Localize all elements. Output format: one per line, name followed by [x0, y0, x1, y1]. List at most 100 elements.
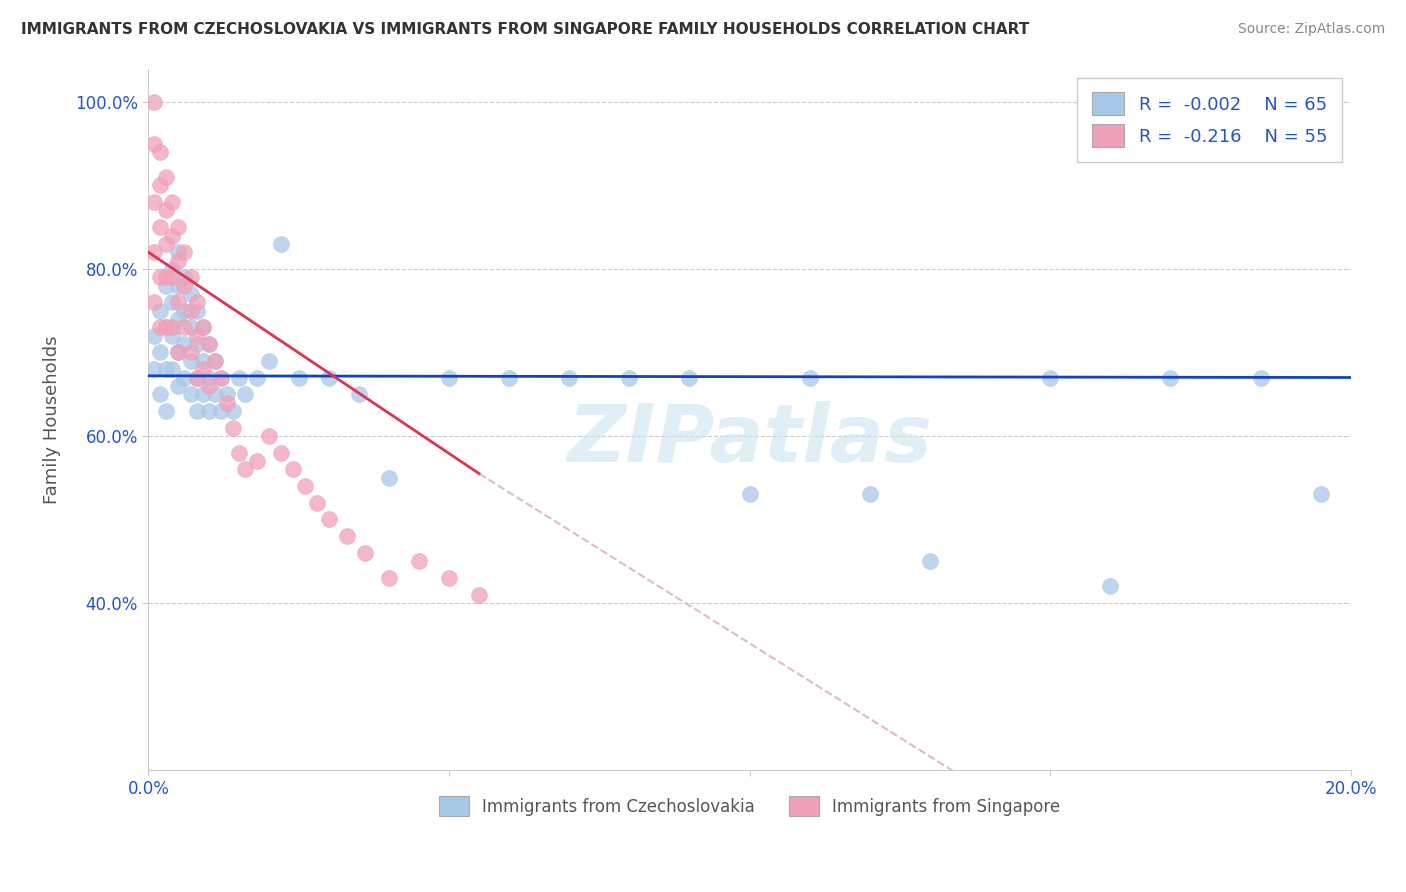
Point — [186, 370, 208, 384]
Point — [287, 370, 309, 384]
Point — [167, 278, 190, 293]
Point — [558, 370, 581, 384]
Point — [173, 303, 195, 318]
Point — [143, 195, 166, 210]
Point — [197, 370, 219, 384]
Point — [162, 362, 184, 376]
Point — [149, 345, 172, 359]
Point — [191, 320, 214, 334]
Point — [167, 345, 190, 359]
Point — [167, 295, 190, 310]
Point — [149, 387, 172, 401]
Point — [281, 462, 304, 476]
Point — [191, 353, 214, 368]
Point — [228, 445, 250, 459]
Point — [191, 320, 214, 334]
Point — [143, 245, 166, 260]
Point — [204, 387, 226, 401]
Point — [437, 571, 460, 585]
Point — [221, 404, 243, 418]
Point — [408, 554, 430, 568]
Point — [191, 362, 214, 376]
Point — [155, 278, 177, 293]
Point — [498, 370, 520, 384]
Point — [1250, 370, 1272, 384]
Point — [305, 496, 328, 510]
Point — [155, 320, 177, 334]
Point — [270, 445, 292, 459]
Point — [437, 370, 460, 384]
Point — [918, 554, 941, 568]
Point — [155, 203, 177, 218]
Point — [215, 395, 238, 409]
Point — [228, 370, 250, 384]
Point — [799, 370, 821, 384]
Point — [347, 387, 370, 401]
Point — [162, 295, 184, 310]
Point — [162, 320, 184, 334]
Point — [155, 236, 177, 251]
Point — [143, 136, 166, 151]
Point — [143, 295, 166, 310]
Point — [336, 529, 359, 543]
Point — [270, 236, 292, 251]
Point — [167, 345, 190, 359]
Point — [162, 270, 184, 285]
Point — [294, 479, 316, 493]
Point — [378, 471, 401, 485]
Point — [678, 370, 700, 384]
Point — [318, 370, 340, 384]
Point — [257, 429, 280, 443]
Point — [173, 320, 195, 334]
Y-axis label: Family Households: Family Households — [44, 335, 60, 503]
Point — [155, 404, 177, 418]
Point — [167, 312, 190, 326]
Point — [173, 245, 195, 260]
Point — [257, 353, 280, 368]
Point — [149, 303, 172, 318]
Text: Source: ZipAtlas.com: Source: ZipAtlas.com — [1237, 22, 1385, 37]
Point — [167, 379, 190, 393]
Point — [155, 362, 177, 376]
Point — [1309, 487, 1331, 501]
Point — [173, 270, 195, 285]
Point — [173, 337, 195, 351]
Point — [738, 487, 761, 501]
Point — [378, 571, 401, 585]
Point — [143, 362, 166, 376]
Point — [173, 370, 195, 384]
Point — [191, 387, 214, 401]
Point — [162, 262, 184, 277]
Point — [318, 512, 340, 526]
Point — [162, 328, 184, 343]
Point — [221, 420, 243, 434]
Point — [186, 295, 208, 310]
Point — [149, 270, 172, 285]
Point — [186, 337, 208, 351]
Point — [143, 95, 166, 109]
Point — [162, 228, 184, 243]
Point — [179, 345, 201, 359]
Point — [353, 546, 375, 560]
Point — [179, 270, 201, 285]
Point — [179, 287, 201, 301]
Legend: Immigrants from Czechoslovakia, Immigrants from Singapore: Immigrants from Czechoslovakia, Immigran… — [430, 788, 1069, 825]
Point — [1159, 370, 1181, 384]
Text: ZIPatlas: ZIPatlas — [567, 401, 932, 479]
Point — [162, 195, 184, 210]
Point — [233, 387, 256, 401]
Point — [204, 353, 226, 368]
Text: IMMIGRANTS FROM CZECHOSLOVAKIA VS IMMIGRANTS FROM SINGAPORE FAMILY HOUSEHOLDS CO: IMMIGRANTS FROM CZECHOSLOVAKIA VS IMMIGR… — [21, 22, 1029, 37]
Point — [149, 220, 172, 235]
Point — [155, 320, 177, 334]
Point — [233, 462, 256, 476]
Point — [619, 370, 641, 384]
Point — [215, 387, 238, 401]
Point — [209, 370, 232, 384]
Point — [468, 588, 491, 602]
Point — [197, 337, 219, 351]
Point — [167, 220, 190, 235]
Point — [179, 387, 201, 401]
Point — [167, 245, 190, 260]
Point — [197, 337, 219, 351]
